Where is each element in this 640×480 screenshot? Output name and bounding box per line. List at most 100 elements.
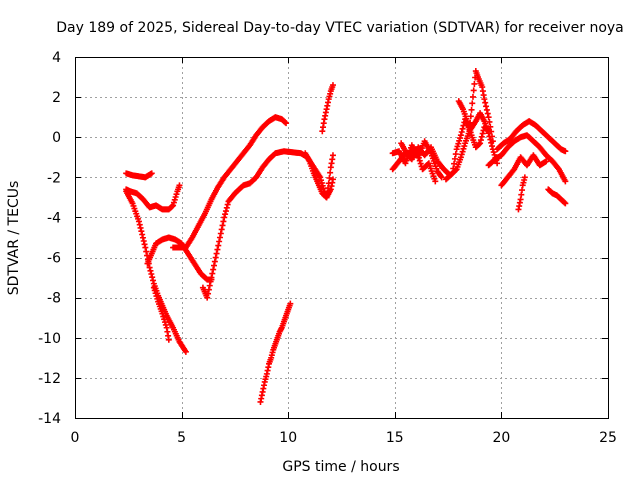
data-point xyxy=(432,178,439,185)
data-point xyxy=(218,226,225,233)
y-tick-label: 0 xyxy=(52,130,61,146)
data-point xyxy=(562,148,569,155)
x-axis-label: GPS time / hours xyxy=(282,459,399,475)
series-trace-15 xyxy=(455,98,492,151)
data-point xyxy=(148,170,155,177)
data-point xyxy=(161,319,168,326)
data-point xyxy=(449,170,456,177)
data-point xyxy=(326,175,333,182)
x-tick-labels: 0 5 10 15 20 25 xyxy=(71,430,617,446)
data-point xyxy=(521,174,528,181)
data-point xyxy=(489,143,496,150)
data-point xyxy=(494,160,501,167)
data-point xyxy=(211,262,218,269)
y-tick-label: -8 xyxy=(47,291,61,307)
data-point xyxy=(466,126,473,133)
series-trace-1 xyxy=(123,170,155,181)
series-trace-10 xyxy=(319,82,336,135)
data-point xyxy=(172,193,179,200)
series-trace-11 xyxy=(389,110,501,179)
axis-ticks xyxy=(75,57,609,419)
data-point xyxy=(222,211,229,218)
data-point xyxy=(162,321,169,328)
data-point xyxy=(159,310,166,317)
data-point xyxy=(182,348,189,355)
data-point xyxy=(461,143,468,150)
data-point xyxy=(224,201,231,208)
data-point xyxy=(161,316,168,323)
data-point xyxy=(173,191,180,198)
data-point xyxy=(413,146,420,153)
series-trace-6 xyxy=(170,114,290,251)
data-point xyxy=(149,274,156,281)
data-point xyxy=(170,202,177,209)
data-point xyxy=(486,118,493,125)
y-tick-label: 4 xyxy=(52,50,61,66)
data-point xyxy=(471,80,478,87)
data-point xyxy=(152,290,159,297)
data-point xyxy=(477,137,484,144)
data-point xyxy=(457,135,464,142)
data-point xyxy=(146,264,153,271)
data-point xyxy=(283,120,290,127)
series-trace-4 xyxy=(144,234,215,283)
data-point xyxy=(216,234,223,241)
data-point xyxy=(448,171,455,178)
y-tick-label: -6 xyxy=(47,251,61,267)
data-point xyxy=(543,158,550,165)
data-point xyxy=(220,218,227,225)
series-trace-5 xyxy=(150,284,172,343)
data-point xyxy=(154,295,161,302)
data-point xyxy=(206,282,213,289)
data-point xyxy=(469,93,476,100)
series-trace-18 xyxy=(498,152,550,189)
data-point xyxy=(329,176,336,183)
data-point xyxy=(484,127,491,134)
y-tick-label: -12 xyxy=(38,371,61,387)
x-tick-label: 10 xyxy=(279,430,297,446)
y-tick-labels: -14 -12 -10 -8 -6 -4 -2 0 2 4 xyxy=(38,50,61,427)
data-point xyxy=(215,242,222,249)
data-point xyxy=(481,96,488,103)
data-point xyxy=(219,222,226,229)
data-point xyxy=(482,99,489,106)
data-point xyxy=(451,160,458,167)
data-point xyxy=(458,151,465,158)
data-point xyxy=(476,141,483,148)
data-point xyxy=(165,336,172,343)
y-tick-label: -14 xyxy=(38,411,61,427)
data-point xyxy=(469,100,476,107)
x-tick-label: 5 xyxy=(177,430,186,446)
x-tick-label: 15 xyxy=(386,430,404,446)
x-tick-label: 0 xyxy=(71,430,80,446)
series-trace-19 xyxy=(515,174,528,213)
data-point xyxy=(485,128,492,135)
data-point xyxy=(483,103,490,110)
data-point xyxy=(464,118,471,125)
data-point xyxy=(211,258,218,265)
data-point xyxy=(160,313,167,320)
data-point xyxy=(210,266,217,273)
x-tick-label: 25 xyxy=(599,430,617,446)
data-series xyxy=(123,68,569,405)
data-point xyxy=(489,138,496,145)
data-point xyxy=(454,143,461,150)
series-trace-13 xyxy=(398,140,439,185)
data-point xyxy=(142,244,149,251)
data-point xyxy=(329,82,336,89)
data-point xyxy=(483,106,490,113)
data-point xyxy=(467,129,474,136)
data-point xyxy=(169,203,176,210)
data-point xyxy=(458,129,465,136)
data-point xyxy=(470,87,477,94)
data-point xyxy=(170,199,177,206)
series-trace-17 xyxy=(485,132,569,185)
data-point xyxy=(484,110,491,117)
data-point xyxy=(213,250,220,257)
y-axis-label: SDTVAR / TECUs xyxy=(6,181,22,296)
series-trace-20 xyxy=(545,186,569,207)
y-tick-label: 2 xyxy=(52,90,61,106)
data-point xyxy=(478,133,485,140)
data-point xyxy=(150,284,157,291)
data-point xyxy=(457,132,464,139)
